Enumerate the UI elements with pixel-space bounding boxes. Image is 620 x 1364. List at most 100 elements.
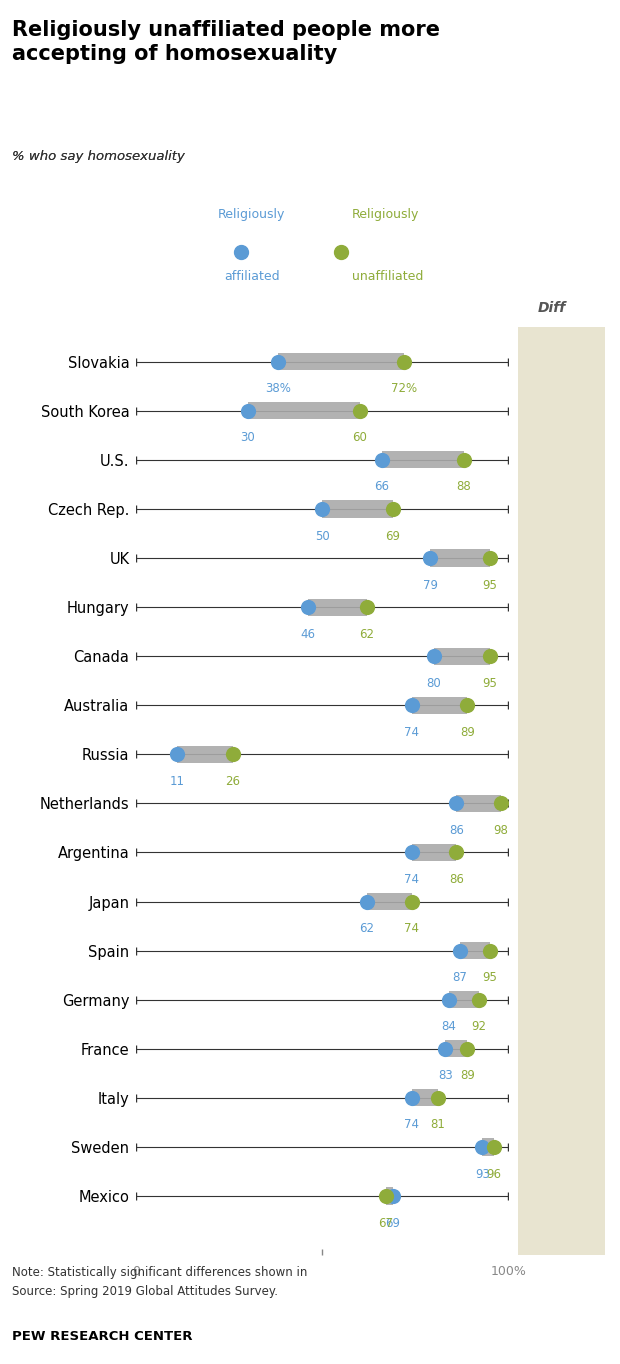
- Point: [407, 891, 417, 913]
- Point: [485, 547, 495, 569]
- Point: [388, 1185, 398, 1207]
- Bar: [430, 550, 490, 566]
- Point: [407, 694, 417, 716]
- Bar: [248, 402, 360, 419]
- Point: [399, 351, 409, 372]
- Text: 50: 50: [315, 529, 330, 543]
- Text: 74: 74: [404, 1118, 419, 1132]
- Text: 95: 95: [482, 578, 497, 592]
- Text: affiliated: affiliated: [224, 270, 280, 282]
- Text: +16: +16: [536, 551, 568, 566]
- Text: +15: +15: [536, 747, 568, 762]
- Point: [425, 547, 435, 569]
- Point: [463, 694, 472, 716]
- Point: [444, 989, 454, 1011]
- Bar: [177, 746, 233, 762]
- Bar: [367, 893, 412, 910]
- Text: 86: 86: [449, 824, 464, 837]
- Bar: [322, 501, 393, 517]
- Text: +12: +12: [536, 844, 568, 859]
- Text: 74: 74: [404, 726, 419, 739]
- Text: Religiously: Religiously: [352, 209, 420, 221]
- Text: unaffiliated: unaffiliated: [352, 270, 423, 282]
- Point: [303, 596, 312, 618]
- Text: 69: 69: [386, 529, 401, 543]
- Text: +22: +22: [536, 453, 568, 468]
- Text: Religiously: Religiously: [218, 209, 285, 221]
- Point: [407, 1087, 417, 1109]
- Text: +7: +7: [541, 1090, 562, 1105]
- Bar: [456, 795, 501, 812]
- Bar: [278, 353, 404, 370]
- Point: [433, 1087, 443, 1109]
- Text: Source: Spring 2019 Global Attitudes Survey.: Source: Spring 2019 Global Attitudes Sur…: [12, 1285, 278, 1299]
- Point: [429, 645, 439, 667]
- Text: 96: 96: [486, 1168, 501, 1180]
- Point: [236, 240, 246, 262]
- Text: 74: 74: [404, 873, 419, 887]
- Text: 30: 30: [241, 431, 255, 445]
- Text: 66: 66: [374, 480, 389, 494]
- Text: 87: 87: [453, 971, 467, 985]
- Point: [407, 842, 417, 863]
- Point: [451, 842, 461, 863]
- Bar: [386, 1188, 393, 1204]
- Text: 98: 98: [494, 824, 508, 837]
- Text: Diff: Diff: [538, 301, 566, 315]
- Bar: [382, 451, 464, 468]
- Text: 81: 81: [430, 1118, 445, 1132]
- Text: 92: 92: [471, 1020, 486, 1034]
- Point: [463, 1038, 472, 1060]
- Text: 74: 74: [404, 922, 419, 936]
- Text: % who say homosexuality: % who say homosexuality: [12, 150, 190, 164]
- Point: [485, 940, 495, 962]
- Text: -2: -2: [544, 1188, 559, 1203]
- Text: 95: 95: [482, 677, 497, 690]
- Text: 11: 11: [170, 775, 185, 788]
- Text: +3: +3: [541, 1139, 562, 1154]
- Bar: [445, 1041, 467, 1057]
- Text: +6: +6: [541, 1041, 563, 1056]
- Point: [455, 940, 465, 962]
- Bar: [412, 1090, 438, 1106]
- Point: [474, 989, 484, 1011]
- Text: Note: Statistically significant differences shown in: Note: Statistically significant differen…: [12, 1266, 311, 1279]
- Text: 62: 62: [360, 922, 374, 936]
- Point: [485, 645, 495, 667]
- Text: 95: 95: [482, 971, 497, 985]
- Text: % who say homosexuality: % who say homosexuality: [12, 150, 190, 164]
- Point: [381, 1185, 391, 1207]
- Bar: [412, 844, 456, 861]
- Point: [489, 1136, 498, 1158]
- Text: 86: 86: [449, 873, 464, 887]
- Text: 72%: 72%: [391, 382, 417, 396]
- Point: [336, 240, 346, 262]
- Point: [273, 351, 283, 372]
- Point: [362, 596, 372, 618]
- Text: 88: 88: [456, 480, 471, 494]
- Text: +15: +15: [536, 649, 568, 664]
- Text: 38%: 38%: [265, 382, 291, 396]
- Point: [477, 1136, 487, 1158]
- Text: 89: 89: [460, 726, 475, 739]
- Text: 83: 83: [438, 1069, 453, 1083]
- Text: 89: 89: [460, 1069, 475, 1083]
- Bar: [460, 943, 490, 959]
- Bar: [308, 599, 367, 615]
- Point: [496, 792, 506, 814]
- Point: [388, 498, 398, 520]
- Text: +19: +19: [536, 502, 568, 517]
- Text: 84: 84: [441, 1020, 456, 1034]
- Text: +8: +8: [541, 992, 563, 1007]
- Text: 67: 67: [378, 1217, 393, 1229]
- Text: +15: +15: [536, 698, 568, 713]
- Bar: [434, 648, 490, 664]
- Text: PEW RESEARCH CENTER: PEW RESEARCH CENTER: [12, 1330, 193, 1344]
- Bar: [449, 992, 479, 1008]
- Point: [228, 743, 238, 765]
- Bar: [412, 697, 467, 713]
- Text: +30: +30: [536, 404, 568, 419]
- Point: [459, 449, 469, 471]
- Text: +12: +12: [536, 795, 568, 810]
- Text: 26: 26: [226, 775, 241, 788]
